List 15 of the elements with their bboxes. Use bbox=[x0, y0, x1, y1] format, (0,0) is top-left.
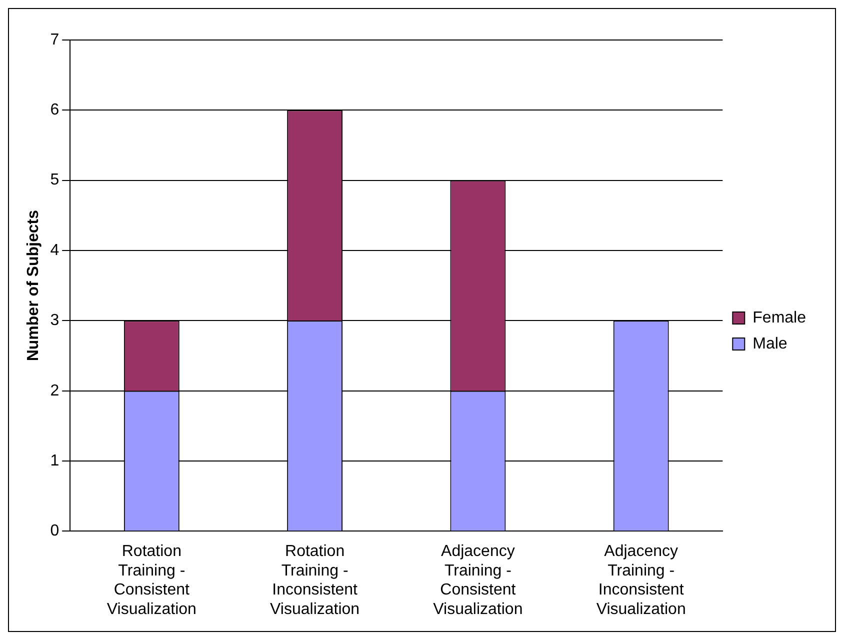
x-tick-label: Adjacency Training - Inconsistent Visualization bbox=[596, 543, 686, 618]
y-tick-label: 6 bbox=[50, 102, 60, 119]
y-tick-label: 2 bbox=[50, 382, 60, 400]
y-tick-label: 7 bbox=[50, 31, 60, 48]
y-axis-title: Number of Subjects bbox=[25, 210, 42, 362]
x-tick-label: Rotation Training - Inconsistent Visualization bbox=[270, 543, 360, 618]
x-tick-label: Adjacency Training - Consistent Visualization bbox=[433, 543, 523, 618]
y-tick-label: 1 bbox=[50, 452, 60, 470]
legend-label: Male bbox=[752, 335, 788, 352]
y-tick-label: 3 bbox=[50, 312, 60, 330]
y-tick-label: 5 bbox=[50, 172, 60, 189]
legend-label: Female bbox=[752, 309, 806, 326]
x-tick-label: Rotation Training - Consistent Visualization bbox=[106, 543, 196, 618]
y-tick-label: 4 bbox=[50, 242, 60, 259]
y-tick-label: 0 bbox=[50, 522, 60, 540]
